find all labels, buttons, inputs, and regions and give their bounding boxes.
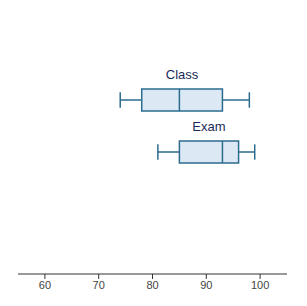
svg-text:Exam: Exam: [192, 119, 225, 134]
svg-text:Class: Class: [166, 67, 199, 82]
svg-text:80: 80: [146, 279, 158, 291]
svg-text:60: 60: [39, 279, 51, 291]
svg-text:90: 90: [200, 279, 212, 291]
svg-text:100: 100: [251, 279, 269, 291]
svg-text:70: 70: [93, 279, 105, 291]
